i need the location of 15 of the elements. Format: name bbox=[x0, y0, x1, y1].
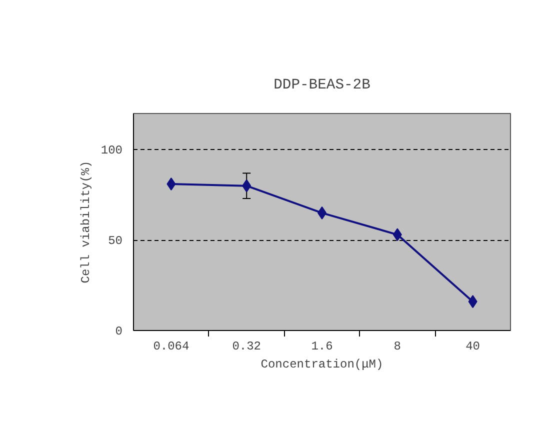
x-tick-label: 0.32 bbox=[232, 340, 262, 354]
chart-title: DDP-BEAS-2B bbox=[274, 78, 371, 94]
y-tick-label: 50 bbox=[108, 234, 123, 248]
x-tick-label: 40 bbox=[466, 340, 480, 354]
y-tick-label: 100 bbox=[100, 144, 123, 158]
point bbox=[392, 228, 402, 242]
point bbox=[242, 179, 252, 192]
y-axis-title: Cell viability(%) bbox=[78, 160, 93, 284]
x-axis-title: Concentration(μM) bbox=[260, 358, 384, 372]
x-tick-label: 0.064 bbox=[153, 340, 190, 354]
y-tick-label: 0 bbox=[115, 324, 122, 338]
x-tick-label: 1.6 bbox=[311, 340, 333, 354]
point bbox=[468, 295, 478, 308]
point bbox=[166, 178, 176, 191]
x-tick-label: 8 bbox=[394, 340, 402, 354]
